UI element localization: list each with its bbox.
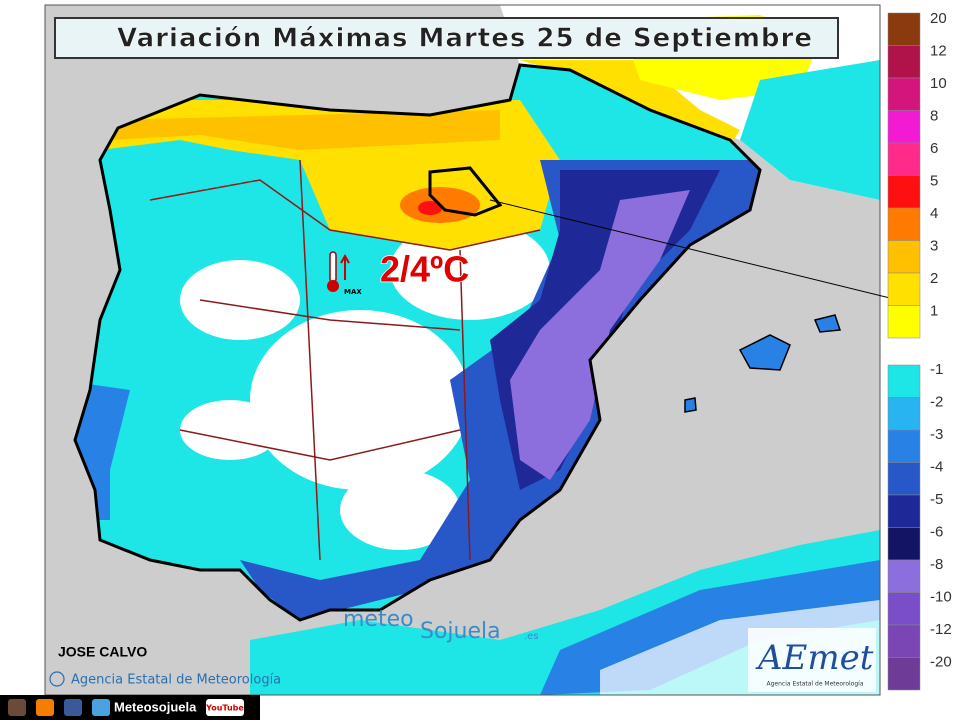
- watermark-suffix: .es: [524, 631, 539, 642]
- icon-label: MAX: [344, 288, 362, 296]
- regional-borders: [149, 159, 541, 561]
- legend-swatch: [887, 494, 921, 528]
- coastline: [73, 63, 762, 622]
- legend-label: 8: [930, 107, 938, 124]
- legend-swatch: [887, 175, 921, 209]
- pointer-line: [489, 199, 891, 299]
- copyright-symbol: [49, 671, 65, 687]
- logo-subtitle: Agencia Estatal de Meteorología: [767, 681, 864, 688]
- watermark-sojuela: Sojuela: [420, 619, 501, 644]
- iberia: [75, 65, 760, 620]
- legend-swatch: [887, 45, 921, 79]
- legend-swatch: [887, 592, 921, 626]
- legend-label: -6: [930, 523, 943, 540]
- legend-swatch: [887, 77, 921, 111]
- logo: AEmet: [755, 638, 874, 678]
- title-box: [54, 17, 839, 59]
- legend-label: 5: [930, 172, 938, 189]
- legend-swatch: [887, 624, 921, 658]
- legend-label: -4: [930, 458, 943, 475]
- legend-label: -12: [930, 621, 952, 638]
- map-frame: [44, 4, 881, 696]
- instagram-icon: [8, 699, 26, 716]
- legend-swatch: [887, 462, 921, 496]
- legend-swatch: [887, 272, 921, 306]
- legend-swatch: [887, 305, 921, 339]
- legend-label: 6: [930, 140, 938, 157]
- legend-label: 10: [930, 75, 947, 92]
- map: [45, 5, 880, 695]
- legend-label: 12: [930, 42, 947, 59]
- copyright: Agencia Estatal de Meteorología: [71, 673, 281, 688]
- annotation-value: 2/4ºC: [380, 249, 469, 290]
- legend-label: -20: [930, 653, 952, 670]
- legend-label: -5: [930, 491, 943, 508]
- la-rioja: [428, 166, 503, 217]
- twitter-icon: [92, 699, 110, 716]
- logo-box: [748, 628, 876, 692]
- legend-swatch: [887, 142, 921, 176]
- legend-swatch: [887, 364, 921, 398]
- legend-label: 1: [930, 302, 938, 319]
- facebook-icon: [64, 699, 82, 716]
- legend-label: -2: [930, 393, 943, 410]
- footer-handle: Meteosojuela: [114, 699, 197, 714]
- legend-swatch: [887, 397, 921, 431]
- legend-swatch: [887, 12, 921, 46]
- legend-swatch: [887, 527, 921, 561]
- legend-label: -3: [930, 426, 943, 443]
- legend-label: 4: [930, 205, 938, 222]
- blogger-icon: [36, 699, 54, 716]
- legend-swatch: [887, 240, 921, 274]
- balearic-islands: [684, 314, 842, 413]
- legend-label: -10: [930, 588, 952, 605]
- legend-label: -8: [930, 556, 943, 573]
- author: JOSE CALVO: [58, 644, 147, 660]
- france-cold: [740, 60, 880, 200]
- legend-swatch: [887, 559, 921, 593]
- legend-label: 20: [930, 10, 947, 27]
- legend-label: 2: [930, 270, 938, 287]
- thermometer-icon: [327, 251, 350, 292]
- watermark-meteo: meteo: [343, 607, 414, 632]
- legend-swatch: [887, 110, 921, 144]
- youtube-label: YouTube: [205, 704, 244, 713]
- legend: 20 12 10 8 6 5 4 3 2 1 -1 -2 -3 -4 -5 -6 -8 -10 -12 -20: [887, 10, 952, 691]
- legend-swatch: [887, 207, 921, 241]
- youtube-badge: [206, 699, 244, 716]
- legend-swatch: [887, 657, 921, 691]
- legend-swatch: [887, 429, 921, 463]
- legend-label: 3: [930, 237, 938, 254]
- title: Variación Máximas Martes 25 de Septiembr…: [117, 24, 813, 54]
- legend-label: -1: [930, 361, 943, 378]
